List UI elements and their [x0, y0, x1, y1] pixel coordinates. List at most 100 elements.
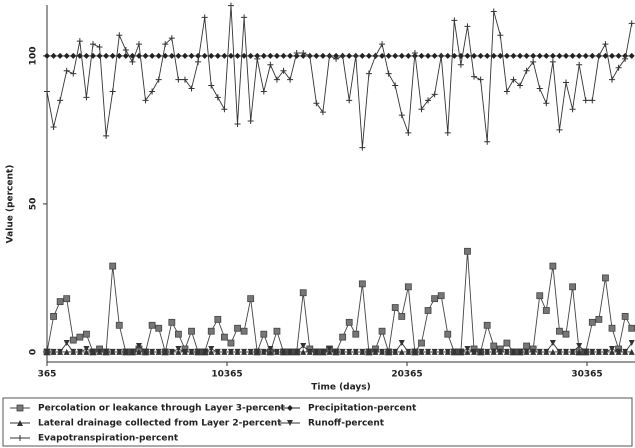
- data-point: [188, 85, 195, 92]
- data-point: [293, 49, 300, 56]
- data-point: [517, 82, 524, 89]
- data-point: [267, 52, 274, 59]
- data-point: [563, 52, 570, 59]
- data-point: [306, 52, 313, 59]
- legend-label: Lateral drainage collected from Layer 2-…: [38, 419, 282, 429]
- data-point: [549, 262, 557, 270]
- data-point: [490, 52, 497, 59]
- data-point: [608, 324, 616, 332]
- legend-marker: [17, 420, 23, 426]
- data-point: [418, 348, 425, 355]
- data-point: [214, 315, 222, 323]
- data-point: [425, 97, 432, 104]
- data-point: [300, 348, 307, 355]
- data-point: [523, 342, 531, 350]
- legend-marker: [17, 435, 23, 441]
- legend-label: Percolation or leakance through Layer 3-…: [38, 404, 286, 414]
- data-point: [234, 348, 241, 355]
- data-point: [530, 58, 537, 65]
- data-point: [549, 348, 556, 355]
- data-point: [115, 321, 123, 329]
- data-point: [405, 348, 412, 355]
- x-tick-label: 20365: [391, 370, 422, 380]
- data-point: [398, 52, 405, 59]
- data-point: [254, 55, 261, 62]
- data-point: [418, 52, 425, 59]
- data-point: [109, 262, 117, 270]
- data-point: [293, 348, 300, 355]
- data-point: [543, 100, 550, 107]
- data-point: [168, 318, 176, 326]
- data-point: [477, 76, 484, 83]
- data-point: [234, 121, 241, 127]
- data-point: [543, 52, 550, 59]
- data-point: [287, 52, 294, 59]
- data-point: [569, 283, 576, 291]
- data-point: [411, 49, 418, 56]
- data-point: [464, 247, 471, 255]
- data-point: [241, 52, 248, 59]
- data-point: [438, 52, 445, 59]
- data-point: [392, 52, 399, 59]
- data-point: [536, 52, 543, 59]
- data-point: [628, 340, 635, 347]
- data-point: [273, 327, 281, 335]
- data-point: [595, 315, 603, 323]
- data-point: [44, 348, 50, 355]
- y-tick-label: 0: [29, 349, 39, 355]
- data-point: [188, 348, 195, 355]
- data-point: [628, 20, 635, 27]
- data-point: [57, 97, 64, 104]
- data-point: [234, 52, 241, 59]
- data-point: [365, 70, 372, 77]
- data-point: [247, 52, 254, 59]
- data-point: [83, 330, 90, 338]
- data-point: [346, 348, 353, 355]
- data-point: [536, 348, 543, 355]
- data-point: [227, 52, 234, 59]
- data-point: [267, 61, 274, 68]
- data-point: [372, 52, 379, 59]
- data-point: [609, 345, 616, 352]
- legend-label: Evapotranspiration-percent: [38, 434, 179, 444]
- data-point: [155, 324, 163, 332]
- data-point: [227, 2, 234, 9]
- data-point: [240, 327, 248, 335]
- data-point: [300, 343, 307, 350]
- legend-box: [2, 397, 633, 447]
- data-point: [300, 49, 307, 56]
- data-point: [615, 64, 622, 71]
- data-point: [523, 52, 530, 59]
- data-point: [319, 109, 326, 116]
- data-point: [425, 348, 432, 355]
- data-point: [254, 348, 261, 355]
- data-point: [457, 61, 464, 68]
- data-point: [44, 88, 50, 95]
- data-point: [569, 106, 576, 113]
- data-point: [424, 307, 432, 314]
- data-point: [162, 41, 169, 48]
- data-point: [425, 52, 432, 59]
- data-point: [523, 67, 530, 74]
- data-point: [392, 348, 399, 355]
- data-point: [484, 348, 491, 355]
- data-point: [208, 82, 215, 89]
- data-point: [464, 52, 471, 59]
- data-point: [615, 52, 622, 59]
- data-point: [221, 348, 228, 355]
- data-point: [70, 52, 77, 59]
- data-point: [589, 52, 596, 59]
- data-point: [549, 58, 556, 65]
- data-point: [510, 52, 517, 59]
- data-point: [70, 348, 77, 355]
- data-point: [155, 52, 162, 59]
- data-point: [628, 324, 635, 332]
- data-point: [50, 123, 57, 130]
- data-point: [438, 348, 445, 355]
- data-point: [339, 52, 346, 59]
- data-point: [345, 318, 353, 326]
- data-point: [142, 52, 149, 59]
- data-point: [109, 52, 116, 59]
- data-point: [595, 348, 602, 355]
- data-point: [267, 345, 274, 352]
